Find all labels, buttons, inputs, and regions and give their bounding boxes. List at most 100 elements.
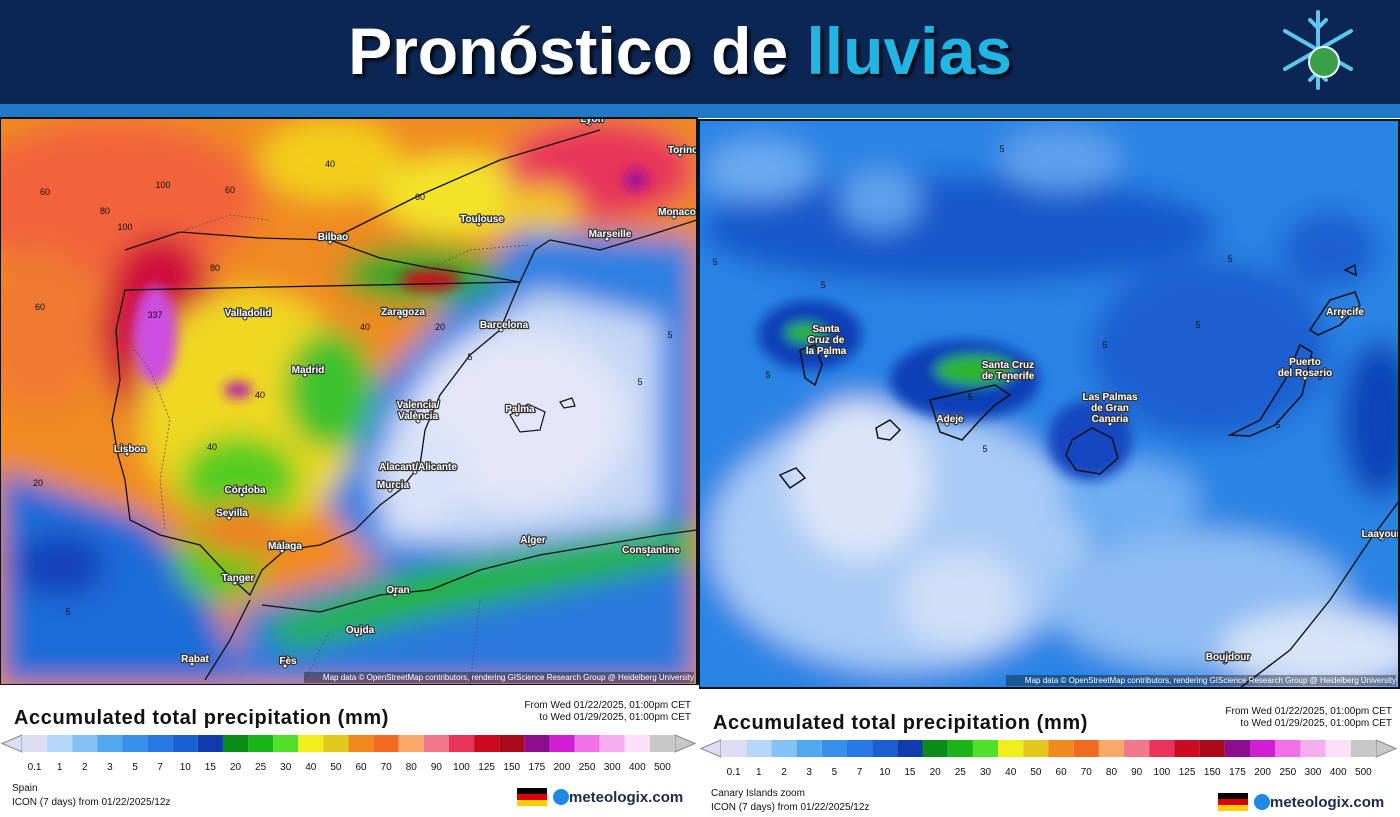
place-dot: [412, 469, 418, 475]
contour-label: 40: [255, 390, 265, 400]
contour-label: 40: [325, 159, 335, 169]
scale-swatch: [22, 735, 48, 752]
place-label: Las Palmas: [1082, 392, 1137, 403]
title-accent: lluvias: [806, 14, 1011, 88]
scale-swatch: [222, 735, 249, 752]
scale-swatch: [972, 740, 999, 757]
place-dot: [387, 487, 393, 493]
place-label: Rabat: [181, 654, 209, 665]
scale-swatch: [1124, 740, 1150, 757]
place-label: Torino: [668, 145, 698, 156]
contour-label: 5: [65, 607, 70, 617]
contour-label: 5: [982, 444, 987, 454]
place-dot: [282, 663, 288, 669]
field-patch: [790, 400, 930, 560]
scale-swatch: [549, 735, 575, 752]
scale-label: 90: [431, 762, 443, 773]
contour-label: 5: [765, 370, 770, 380]
brand-name: meteologix.com: [569, 789, 683, 806]
scale-label: 25: [255, 762, 267, 773]
scale-label: 70: [381, 762, 393, 773]
field-patch: [935, 355, 1015, 385]
contour-label: 60: [225, 185, 235, 195]
place-label: la Palma: [806, 346, 847, 357]
scale-label: 300: [604, 762, 621, 773]
place-label: Canaria: [1092, 414, 1129, 425]
field-patch: [260, 525, 697, 650]
scale-swatch: [1098, 740, 1125, 757]
contour-label: 5: [1275, 420, 1280, 430]
place-dot: [1379, 536, 1385, 542]
scale-label: 150: [503, 762, 520, 773]
place-dot: [302, 372, 308, 378]
attribution-bg: [304, 672, 694, 683]
page-title: Pronóstico de lluvias: [348, 14, 1012, 88]
scale-label: 30: [980, 767, 992, 778]
place-label: Constantine: [622, 545, 680, 556]
scale-swatch: [821, 740, 847, 757]
place-dot: [415, 418, 421, 424]
scale-label: 10: [879, 767, 891, 778]
header-bar: [0, 0, 1400, 104]
place-label: Tanger: [222, 573, 255, 584]
scale-label: 50: [1030, 767, 1042, 778]
place-label: Santa: [812, 324, 840, 335]
place-label: Palma: [505, 404, 535, 415]
place-dot: [527, 542, 533, 548]
place-dot: [586, 121, 592, 127]
scale-label: 0.1: [28, 762, 42, 773]
place-dot: [823, 353, 829, 359]
place-label: Murcia: [377, 480, 410, 491]
scale-swatch: [47, 735, 73, 752]
scale-label: 5: [832, 767, 838, 778]
flag-stripe: [517, 800, 547, 806]
flag-stripe: [1218, 793, 1248, 799]
scale-label: 300: [1305, 767, 1322, 778]
field-patch: [133, 285, 177, 385]
legend-title: Accumulated total precipitation (mm): [14, 707, 389, 729]
field-patch: [410, 330, 630, 510]
field-patch: [260, 120, 400, 200]
scale-swatch: [1048, 740, 1074, 757]
field-patch: [224, 382, 252, 398]
scale-label: 125: [478, 762, 495, 773]
scale-label: 70: [1081, 767, 1093, 778]
island: [509, 397, 576, 433]
scale-label: 250: [579, 762, 596, 773]
scale-label: 10: [180, 762, 192, 773]
place-label: Adeje: [936, 414, 964, 425]
scale-label: 80: [1106, 767, 1118, 778]
place-dot: [1302, 375, 1308, 381]
place-label: Santa Cruz: [982, 360, 1034, 371]
place-dot: [1107, 421, 1113, 427]
title-main: Pronóstico de: [348, 14, 788, 88]
place-dot: [279, 548, 285, 554]
field-patch: [840, 170, 920, 230]
place-label: València: [398, 411, 438, 422]
scale-swatch: [1023, 740, 1049, 757]
period-to: to Wed 01/29/2025, 01:00pm CET: [539, 712, 691, 723]
flag-stripe: [1218, 799, 1248, 805]
contour-label: 5: [667, 330, 672, 340]
model-label: ICON (7 days) from 01/22/2025/12z: [12, 797, 170, 808]
contour-label: 20: [435, 322, 445, 332]
scale-swatch: [1275, 740, 1301, 757]
place-dot: [476, 221, 482, 227]
contour-label: 337: [147, 310, 162, 320]
scale-swatch: [97, 735, 123, 752]
contour-label: 5: [999, 144, 1004, 154]
scale-label: 20: [930, 767, 942, 778]
scale-swatch: [1250, 740, 1276, 757]
field-patch: [900, 550, 1020, 650]
coastline: [1239, 499, 1400, 688]
precip-islands: [758, 300, 1132, 480]
contour-label: 20: [33, 478, 43, 488]
place-dot: [354, 632, 360, 638]
scale-swatch: [1350, 740, 1376, 757]
contour-label: 40: [207, 442, 217, 452]
scale-swatch: [72, 735, 98, 752]
place-dot: [239, 492, 245, 498]
scale-swatch: [872, 740, 898, 757]
place-label: Málaga: [268, 541, 302, 552]
scale-label: 15: [205, 762, 217, 773]
